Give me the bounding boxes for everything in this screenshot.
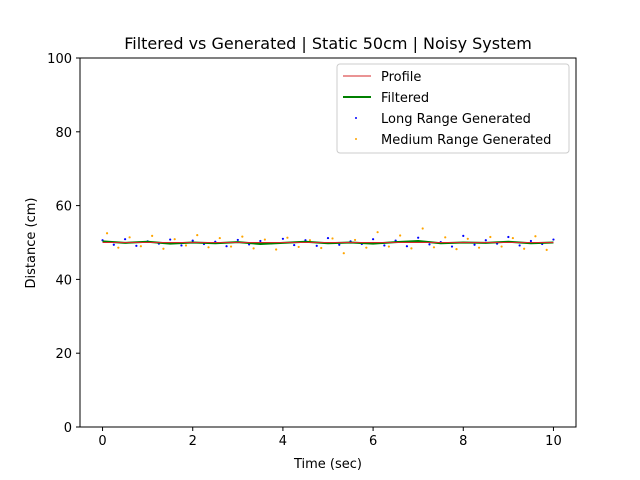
axes-frame xyxy=(79,57,577,428)
y-tick-label: 20 xyxy=(55,347,72,362)
point-long-range-generated xyxy=(225,245,228,248)
point-medium-range-generated xyxy=(252,247,255,250)
point-long-range-generated xyxy=(281,237,285,240)
point-medium-range-generated xyxy=(376,231,379,234)
point-medium-range-generated xyxy=(297,245,300,249)
point-medium-range-generated xyxy=(275,248,278,251)
point-medium-range-generated xyxy=(308,239,312,242)
y-tick-label: 60 xyxy=(55,200,72,215)
y-tick-label: 80 xyxy=(55,126,72,141)
point-long-range-generated xyxy=(383,244,386,247)
point-long-range-generated xyxy=(326,236,330,240)
point-medium-range-generated xyxy=(545,248,548,251)
point-medium-range-generated xyxy=(184,244,188,247)
point-long-range-generated xyxy=(417,236,420,239)
x-tick-label: 8 xyxy=(459,434,467,449)
point-medium-range-generated xyxy=(241,235,244,238)
point-long-range-generated xyxy=(338,243,341,246)
plot-area xyxy=(101,227,555,255)
point-long-range-generated xyxy=(135,244,138,247)
point-medium-range-generated xyxy=(320,246,323,250)
point-long-range-generated xyxy=(529,239,533,243)
point-long-range-generated xyxy=(552,238,555,241)
point-medium-range-generated xyxy=(432,246,436,249)
point-long-range-generated xyxy=(123,238,127,241)
point-medium-range-generated xyxy=(477,246,481,249)
chart-title: Filtered vs Generated | Static 50cm | No… xyxy=(124,34,532,53)
y-tick-label: 0 xyxy=(64,421,72,436)
point-medium-range-generated xyxy=(105,232,109,235)
y-tick-label: 40 xyxy=(55,273,72,288)
point-medium-range-generated xyxy=(500,245,503,248)
point-long-range-generated xyxy=(473,243,476,246)
point-long-range-generated xyxy=(462,234,465,237)
point-long-range-generated xyxy=(315,244,318,247)
legend-frame xyxy=(336,63,570,154)
point-long-range-generated xyxy=(180,244,183,247)
point-long-range-generated xyxy=(484,239,487,242)
point-medium-range-generated xyxy=(489,235,492,239)
point-medium-range-generated xyxy=(387,245,390,248)
point-long-range-generated xyxy=(450,245,454,248)
point-medium-range-generated xyxy=(263,238,266,241)
x-axis-label: Time (sec) xyxy=(293,457,362,472)
point-medium-range-generated xyxy=(523,247,526,250)
legend: Profile Filtered Long Range Generated Me… xyxy=(336,63,570,154)
point-medium-range-generated xyxy=(162,247,165,250)
point-medium-range-generated xyxy=(286,236,289,239)
point-medium-range-generated xyxy=(173,238,176,241)
point-long-range-generated xyxy=(293,243,296,247)
x-tick-label: 2 xyxy=(189,434,197,449)
point-medium-range-generated xyxy=(534,235,537,238)
point-medium-range-generated xyxy=(444,236,447,239)
point-long-range-generated xyxy=(236,238,239,242)
point-medium-range-generated xyxy=(511,236,514,240)
point-medium-range-generated xyxy=(128,236,131,239)
point-medium-range-generated xyxy=(421,227,424,230)
point-medium-range-generated xyxy=(331,237,334,240)
point-long-range-generated xyxy=(112,243,115,246)
legend-label-medium-range: Medium Range Generated xyxy=(381,133,551,148)
point-medium-range-generated xyxy=(353,238,357,242)
point-medium-range-generated xyxy=(229,245,233,248)
point-long-range-generated xyxy=(405,245,409,248)
y-tick-label: 100 xyxy=(47,52,72,67)
point-medium-range-generated xyxy=(466,237,469,240)
point-long-range-generated xyxy=(428,243,431,246)
legend-label-filtered: Filtered xyxy=(381,91,429,106)
point-long-range-generated xyxy=(507,235,510,239)
legend-label-profile: Profile xyxy=(381,70,421,85)
legend-swatch-long-range xyxy=(355,117,357,119)
point-medium-range-generated xyxy=(151,234,154,237)
point-medium-range-generated xyxy=(455,248,458,251)
point-medium-range-generated xyxy=(139,245,142,248)
point-long-range-generated xyxy=(518,244,521,247)
x-tick-label: 6 xyxy=(369,434,377,449)
point-medium-range-generated xyxy=(365,246,368,249)
point-medium-range-generated xyxy=(117,246,120,249)
point-medium-range-generated xyxy=(196,234,199,237)
point-medium-range-generated xyxy=(207,246,210,249)
y-axis-label: Distance (cm) xyxy=(24,198,39,289)
x-tick-label: 0 xyxy=(98,434,106,449)
point-long-range-generated xyxy=(259,239,262,243)
legend-label-long-range: Long Range Generated xyxy=(381,112,531,127)
point-long-range-generated xyxy=(169,238,172,241)
legend-swatch-medium-range xyxy=(355,138,357,140)
x-tick-label: 10 xyxy=(545,434,562,449)
point-medium-range-generated xyxy=(410,247,413,250)
point-medium-range-generated xyxy=(342,252,345,255)
point-medium-range-generated xyxy=(399,234,402,237)
point-long-range-generated xyxy=(371,238,375,241)
point-long-range-generated xyxy=(191,239,194,242)
point-medium-range-generated xyxy=(218,236,221,240)
x-tick-label: 4 xyxy=(279,434,287,449)
